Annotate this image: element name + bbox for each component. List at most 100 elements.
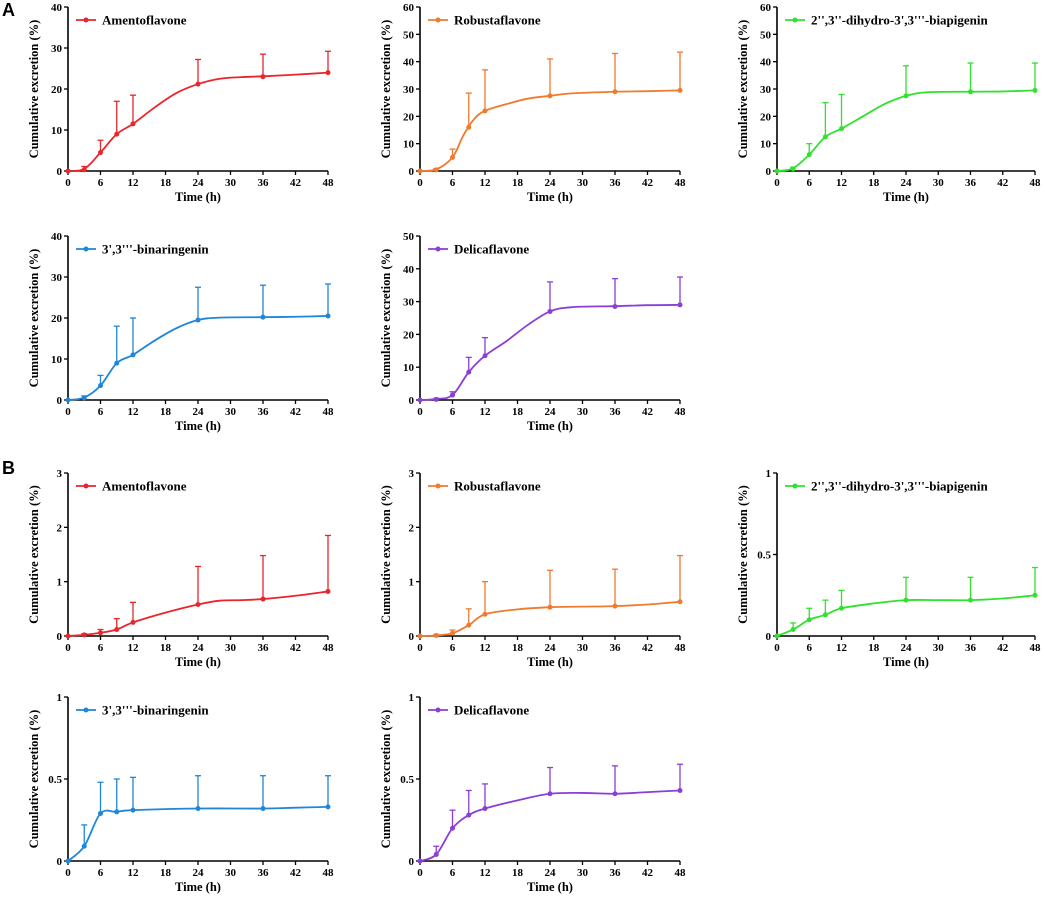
x-tick-label: 36 xyxy=(258,177,270,189)
data-point xyxy=(547,308,553,314)
y-tick-label: 0 xyxy=(57,395,63,407)
x-tick-label: 0 xyxy=(65,406,71,418)
data-point xyxy=(195,81,201,87)
y-tick-label: 3 xyxy=(409,468,415,480)
series-line xyxy=(419,600,681,637)
data-point xyxy=(612,304,618,310)
y-tick-label: 40 xyxy=(403,57,415,69)
y-tick-label: 50 xyxy=(760,29,772,41)
y-tick-label: 1 xyxy=(409,577,415,589)
data-point xyxy=(822,612,828,618)
data-point xyxy=(114,626,120,632)
x-tick-label: 42 xyxy=(290,177,302,189)
legend-swatch-marker xyxy=(435,707,441,713)
y-tick-label: 10 xyxy=(51,125,63,137)
data-point xyxy=(325,804,331,810)
x-tick-label: 24 xyxy=(901,642,913,654)
x-tick-label: 36 xyxy=(610,177,622,189)
data-point xyxy=(774,633,780,639)
y-tick-label: 40 xyxy=(760,57,772,69)
y-tick-label: 40 xyxy=(51,231,63,243)
y-tick-label: 20 xyxy=(403,329,415,341)
y-tick-label: 0 xyxy=(409,395,415,407)
chart-1: 0 6 12 18 24 30 36 42 48 0 10 20 30 40 50 60 Time (h) Cum… xyxy=(379,2,686,204)
data-point xyxy=(417,858,423,864)
x-tick-label: 0 xyxy=(417,177,423,189)
series-line xyxy=(776,594,1036,637)
x-tick-label: 0 xyxy=(774,642,780,654)
data-point xyxy=(130,807,136,813)
x-tick-label: 0 xyxy=(774,177,780,189)
data-point xyxy=(325,313,331,319)
x-tick-label: 48 xyxy=(675,642,687,654)
x-tick-label: 42 xyxy=(997,642,1009,654)
y-tick-label: 0 xyxy=(409,856,415,868)
x-tick-label: 30 xyxy=(577,406,589,418)
data-point xyxy=(260,314,266,320)
data-point xyxy=(98,383,103,389)
x-tick-label: 48 xyxy=(675,406,687,418)
x-tick-label: 6 xyxy=(450,177,456,189)
data-point xyxy=(806,617,812,623)
y-tick-label: 30 xyxy=(51,43,63,55)
chart-9: 0 6 12 18 24 30 36 42 48 0 0.5 1 Time (h) Cumulative … xyxy=(379,692,686,894)
x-tick-label: 36 xyxy=(610,642,622,654)
series-line xyxy=(419,789,681,862)
x-tick-label: 18 xyxy=(160,867,172,879)
data-point xyxy=(195,806,201,812)
data-point xyxy=(466,812,472,818)
x-axis-label: Time (h) xyxy=(883,190,929,204)
y-tick-label: 1 xyxy=(409,692,415,704)
x-tick-label: 42 xyxy=(642,177,654,189)
y-tick-label: 0 xyxy=(57,166,63,178)
data-point xyxy=(612,603,618,609)
y-tick-label: 2 xyxy=(57,522,63,534)
data-point xyxy=(98,810,103,816)
x-tick-label: 24 xyxy=(193,867,205,879)
legend-label: Amentoflavone xyxy=(102,479,187,494)
legend-label: Robustaflavone xyxy=(454,479,541,494)
y-tick-label: 30 xyxy=(760,84,772,96)
x-tick-label: 18 xyxy=(868,642,880,654)
data-point xyxy=(677,302,683,308)
data-point xyxy=(903,93,909,99)
x-tick-label: 6 xyxy=(450,642,456,654)
x-tick-label: 12 xyxy=(128,177,140,189)
data-point xyxy=(450,630,455,636)
x-tick-label: 0 xyxy=(65,642,71,654)
x-tick-label: 6 xyxy=(450,406,456,418)
x-tick-label: 18 xyxy=(512,177,524,189)
legend-swatch-marker xyxy=(435,483,441,489)
data-point xyxy=(774,168,780,174)
x-tick-label: 30 xyxy=(577,642,589,654)
x-axis-label: Time (h) xyxy=(175,190,221,204)
data-point xyxy=(790,626,796,632)
x-tick-label: 18 xyxy=(160,177,172,189)
series-line xyxy=(67,71,329,172)
y-tick-label: 0 xyxy=(57,856,63,868)
data-point xyxy=(612,89,618,95)
x-tick-label: 48 xyxy=(323,177,335,189)
y-axis-label: Cumulative excretion (%) xyxy=(27,710,41,849)
data-point xyxy=(450,392,455,398)
x-tick-label: 18 xyxy=(512,867,524,879)
y-tick-label: 1 xyxy=(57,692,63,704)
legend-swatch-marker xyxy=(83,17,89,23)
y-tick-label: 0 xyxy=(409,166,415,178)
x-tick-label: 6 xyxy=(98,867,104,879)
data-point xyxy=(968,597,973,603)
x-tick-label: 24 xyxy=(545,867,557,879)
y-tick-label: 30 xyxy=(403,297,415,309)
x-tick-label: 48 xyxy=(1030,642,1042,654)
data-point xyxy=(547,791,553,797)
y-tick-label: 10 xyxy=(51,354,63,366)
chart-7: 0 6 12 18 24 30 36 42 48 0 0.5 1 Time (h) Cumulative … xyxy=(736,468,1041,669)
x-tick-label: 6 xyxy=(807,177,813,189)
x-tick-label: 18 xyxy=(160,642,172,654)
x-tick-label: 12 xyxy=(836,642,848,654)
x-tick-label: 36 xyxy=(965,177,977,189)
y-tick-label: 50 xyxy=(403,231,415,243)
legend-label: 3',3'''-binaringenin xyxy=(102,703,209,718)
legend-swatch-marker xyxy=(83,483,89,489)
